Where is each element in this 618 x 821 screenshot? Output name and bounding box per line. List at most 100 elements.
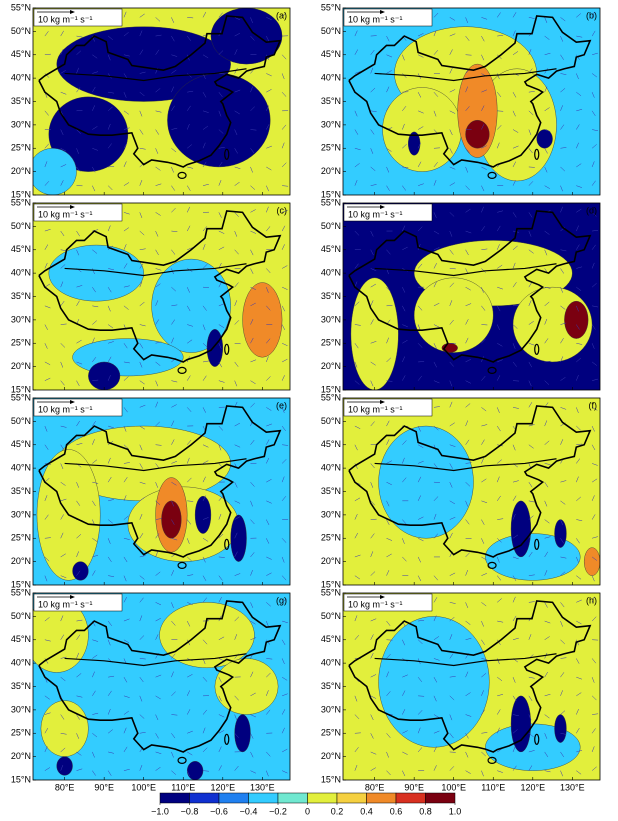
flux-vector [512,145,519,149]
vector-key-label: 10 kg m⁻¹ s⁻¹ [348,599,403,609]
flux-vector [76,570,81,576]
flux-vector [218,746,222,753]
flux-vector [107,457,111,464]
flux-vector [496,495,501,501]
flux-vector [402,556,407,562]
flux-vector [560,751,564,758]
flux-vector [171,420,175,427]
flux-vector [386,70,392,74]
flux-vector [76,420,80,427]
flux-vector [186,225,191,232]
panel-label: (g) [276,595,287,605]
flux-vector [92,71,99,74]
flux-vector [60,180,64,186]
flux-vector [218,658,225,662]
flux-vector [544,107,550,112]
flux-vector [496,476,500,483]
flux-vector [354,180,358,186]
flux-vector [433,281,437,288]
flux-vector [354,444,358,451]
flux-vector [544,86,548,93]
flux-vector [465,106,470,112]
lat-label: 55°N [11,2,31,12]
hainan [487,366,497,374]
flux-vector [496,244,500,250]
flux-vector [576,35,583,38]
flux-vector [354,575,360,580]
vector-key-box [33,203,123,222]
flux-vector [187,324,193,327]
flux-vector [92,733,98,738]
flux-vector [60,481,66,486]
flux-vector [218,596,222,603]
flux-vector [92,439,95,445]
lat-label: 55°N [321,197,341,207]
flux-vector [92,420,96,427]
flux-vector [92,229,99,232]
flux-vector [155,444,162,446]
flux-vector [44,305,51,309]
vector-key-label: 10 kg m⁻¹ s⁻¹ [348,209,403,219]
flux-vector [354,30,358,37]
flux-vector [281,556,285,563]
flux-vector [465,403,471,408]
flux-vector [449,380,453,387]
flux-vector [187,439,192,445]
flux-vector [218,425,224,431]
hainan [177,561,187,569]
flux-vector [155,88,161,93]
lon-label: 90°E [94,782,114,792]
flux-vector [433,247,440,250]
flux-vector [123,212,130,215]
flux-vector [92,305,99,308]
contour-region [206,329,223,367]
flux-vector [386,249,391,255]
china-border [348,210,592,363]
flux-vector [250,692,256,697]
flux-vector [123,73,128,79]
lat-label: 50°N [321,416,341,426]
flux-vector [266,556,272,560]
taiwan [534,148,540,160]
flux-vector [250,359,257,363]
flux-vector [465,286,471,291]
flux-vector [481,145,487,149]
flux-vector [155,380,159,387]
flux-vector [76,230,80,237]
lon-label: 80°E [365,782,385,792]
flux-vector [76,380,80,387]
vector-key-box [343,8,433,27]
flux-vector [591,616,597,622]
flux-vector [171,17,175,23]
flux-vector [465,230,472,234]
flux-vector [186,305,191,312]
flux-vector [92,459,98,464]
flux-vector [481,166,487,170]
flux-vector [465,500,469,507]
flux-vector [60,714,65,720]
flux-vector [449,444,456,447]
flux-vector [234,212,239,217]
flux-vector [433,343,437,349]
flux-vector [123,92,127,98]
lat-label: 20°N [321,751,341,761]
flux-vector [218,129,224,134]
flux-vector [76,166,81,172]
flux-vector [123,639,130,644]
flux-vector [123,556,128,563]
flux-vector [107,375,111,381]
flux-vector [139,212,143,219]
flux-vector [591,283,597,288]
lat-label: 50°N [11,611,31,621]
hainan [177,171,187,179]
flux-vector [591,596,595,603]
flux-vector [512,282,517,288]
flux-vector [266,423,272,427]
flux-vector [370,268,377,272]
flux-vector [433,162,438,168]
flux-vector [497,575,502,581]
flux-vector [60,148,67,152]
flux-vector [92,690,96,696]
flux-vector [171,86,174,93]
